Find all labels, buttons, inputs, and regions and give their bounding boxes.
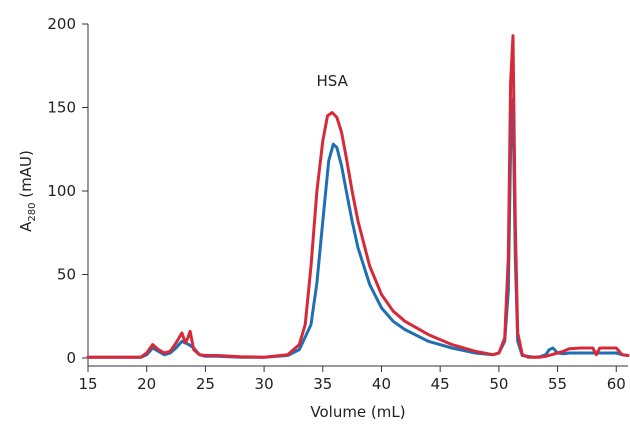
y-tick-label: 100 [47,182,76,200]
x-tick-label: 45 [431,375,450,393]
y-tick-label: 50 [57,266,76,284]
y-tick-label: 0 [66,349,76,367]
chart-ticks: 0 50 100 150 200 15 20 25 30 35 40 45 50 55 60 [47,15,625,393]
y-axis-title: A280 (mAU) [17,150,38,232]
x-tick-label: 35 [313,375,332,393]
series-line-2 [86,34,630,359]
series-line-1 [86,97,630,359]
x-tick-label: 25 [196,375,215,393]
x-tick-label: 30 [255,375,274,393]
x-tick-label: 50 [489,375,508,393]
y-axis-title-unit: (mAU) [17,150,35,202]
chart-series [86,34,630,359]
x-tick-label: 40 [372,375,391,393]
chart-axes [87,24,628,367]
y-tick-label: 200 [47,15,76,33]
x-tick-label: 55 [548,375,567,393]
x-tick-label: 60 [607,375,626,393]
peak-annotation-hsa: HSA [317,72,349,90]
y-tick-label: 150 [47,99,76,117]
y-axis-title-subscript: 280 [27,202,38,221]
x-tick-label: 20 [137,375,156,393]
x-axis-title: Volume (mL) [310,403,405,421]
y-axis-title-main: A [17,221,35,232]
x-tick-label: 15 [78,375,97,393]
